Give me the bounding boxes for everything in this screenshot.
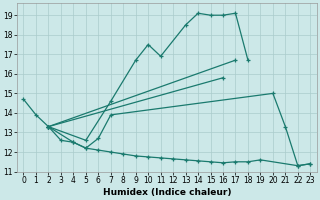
X-axis label: Humidex (Indice chaleur): Humidex (Indice chaleur) [103, 188, 231, 197]
